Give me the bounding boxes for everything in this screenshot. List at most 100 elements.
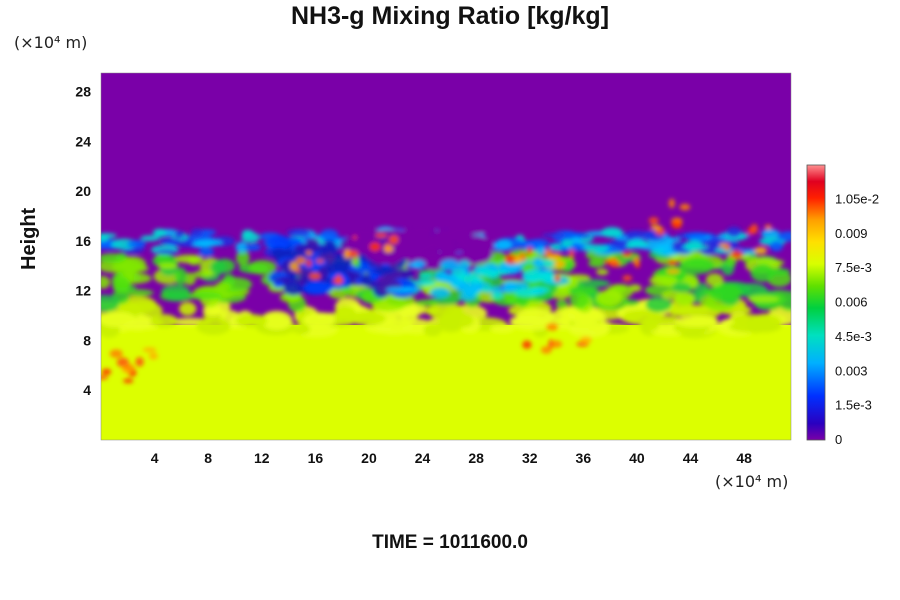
field-patch [754,246,768,255]
field-patch [413,279,437,286]
y-tick-label: 16 [75,233,91,249]
field-patch [430,287,450,298]
field-patch [667,237,681,242]
field-patch [522,340,532,350]
x-tick-label: 44 [683,450,699,466]
field-patch [459,292,477,301]
field-patch [189,292,223,300]
field-patch [109,349,123,358]
colorbar [806,164,826,441]
field-patch [456,282,483,294]
lower-region [101,325,791,440]
field-patch [769,240,784,252]
field-patch [410,243,440,261]
field-patch [547,253,562,260]
field-patch [588,259,606,268]
field-patch [388,234,399,245]
colorbar-tick-label: 1.5e-3 [835,398,872,413]
colorbar-tick-label: 1.05e-2 [835,191,879,206]
field-patch [633,256,640,267]
x-tick-label: 48 [736,450,752,466]
field-patch [622,309,663,326]
field-patch [532,257,544,268]
field-patch [674,315,719,328]
field-patch [724,257,737,266]
field-patch [111,258,142,275]
field-patch [402,286,421,293]
field-patch [555,299,569,309]
field-patch [526,246,533,255]
y-tick-label: 4 [83,382,91,398]
colorbar-tick-label: 0.003 [835,363,868,378]
field-patch [198,247,214,257]
field-patch [668,260,677,266]
field-patch [116,357,129,368]
field-patch [315,259,325,264]
field-patch [346,232,367,249]
x-tick-label: 36 [576,450,592,466]
field-patch [150,314,178,328]
field-patch [459,240,487,256]
field-patch [522,240,542,247]
field-patch [112,276,131,294]
field-patch [679,257,715,275]
field-patch [579,336,592,344]
field-patch [173,230,185,239]
field-patch [101,311,137,328]
field-patch [309,272,321,280]
x-tick-label: 28 [468,450,484,466]
field-patch [609,261,621,268]
field-patch [273,281,284,288]
field-patch [610,239,629,249]
field-patch [286,228,311,237]
field-patch [491,292,504,299]
colorbar-tick-label: 0.009 [835,226,868,241]
field-patch [596,268,609,276]
field-patch [666,268,680,274]
field-patch [293,243,319,254]
chart-title: NH3-g Mixing Ratio [kg/kg] [290,2,610,30]
field-patch [541,233,569,238]
field-patch [548,338,553,349]
field-patch [423,323,442,337]
field-patch [650,225,662,230]
x-tick-label: 16 [308,450,324,466]
field-patch [152,228,167,238]
field-patch [764,224,773,230]
field-patch [538,271,553,279]
field-patch [155,249,178,254]
field-patch [750,223,758,234]
field-patch [566,274,591,282]
field-patch [235,241,249,253]
field-patch [352,235,357,240]
field-patch [440,259,460,271]
field-patch [705,273,724,287]
field-patch [202,304,223,317]
field-patch [193,239,223,247]
field-patch [123,365,132,370]
field-patch [622,275,633,282]
field-patch [306,259,312,268]
x-tick-label: 4 [151,450,159,466]
field-patch [335,274,342,285]
field-patch [487,265,514,271]
field-patch [165,291,189,301]
x-tick-label: 40 [629,450,645,466]
field-patch [493,270,509,276]
field-patch [563,232,587,238]
field-patch [289,261,299,271]
field-patch [372,267,395,275]
field-patch [101,253,127,264]
field-patch [434,270,449,282]
y-tick-label: 20 [75,183,91,199]
field-patch [210,259,227,275]
field-patch [248,260,277,275]
field-patch [622,252,633,258]
mixed-layer [101,198,791,384]
field-patch [260,310,293,330]
field-patch [375,318,414,336]
y-tick-label: 28 [75,84,91,100]
y-tick-label: 12 [75,283,91,299]
field-patch [579,244,610,252]
x-tick-label: 20 [361,450,377,466]
